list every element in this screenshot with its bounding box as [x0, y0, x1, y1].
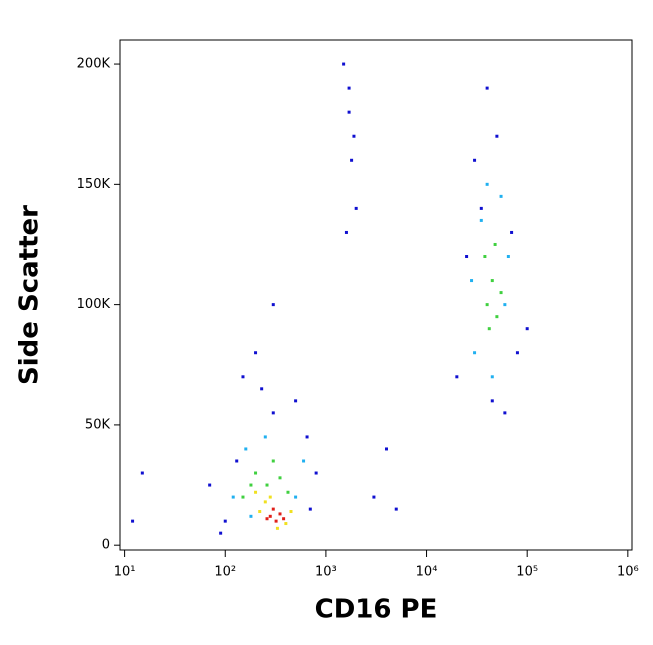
point [284, 522, 288, 526]
point [495, 134, 499, 138]
point [131, 519, 135, 523]
point [263, 500, 267, 504]
point [485, 182, 489, 186]
point [465, 255, 469, 259]
point [231, 495, 235, 499]
point [249, 514, 253, 518]
y-tick-label: 0 [102, 538, 110, 553]
point [479, 206, 483, 210]
point [289, 510, 293, 514]
point [271, 507, 275, 511]
y-tick-label: 100K [77, 297, 111, 312]
point [271, 303, 275, 307]
point [260, 387, 264, 391]
y-tick-label: 50K [85, 417, 111, 432]
point [493, 242, 497, 246]
point [302, 459, 306, 463]
point [510, 230, 514, 234]
point [470, 279, 474, 283]
x-tick-label: 10⁵ [516, 565, 538, 580]
point [258, 510, 262, 514]
x-tick-label: 10⁶ [617, 565, 639, 580]
point [244, 447, 248, 451]
point [282, 517, 286, 521]
point [352, 134, 356, 138]
point [294, 399, 298, 403]
point [490, 279, 494, 283]
x-tick-label: 10³ [315, 565, 337, 580]
point [347, 86, 351, 90]
point [308, 507, 312, 511]
point [342, 62, 346, 66]
point [241, 495, 245, 499]
point [268, 495, 272, 499]
point [219, 531, 223, 535]
point [140, 471, 144, 475]
point [455, 375, 459, 379]
point [286, 490, 290, 494]
point [525, 327, 529, 331]
point [350, 158, 354, 162]
point [499, 194, 503, 198]
point [249, 483, 253, 487]
x-tick-label: 10² [214, 565, 236, 580]
point [263, 435, 267, 439]
point [394, 507, 398, 511]
plot-frame [119, 39, 633, 551]
point [265, 483, 269, 487]
point [515, 351, 519, 355]
point [268, 514, 272, 518]
point [354, 206, 358, 210]
x-axis-title: CD16 PE [315, 595, 438, 625]
point [506, 255, 510, 259]
point [294, 495, 298, 499]
point [271, 459, 275, 463]
point [223, 519, 227, 523]
point [503, 411, 507, 415]
point [275, 526, 279, 530]
point [499, 291, 503, 295]
point [372, 495, 376, 499]
point [271, 411, 275, 415]
point [483, 255, 487, 259]
point [254, 490, 258, 494]
point [485, 86, 489, 90]
point [278, 512, 282, 516]
point [479, 218, 483, 222]
point [384, 447, 388, 451]
point [344, 230, 348, 234]
y-axis-title: Side Scatter [15, 205, 45, 385]
point [347, 110, 351, 114]
point [473, 351, 477, 355]
point [274, 519, 278, 523]
point [235, 459, 239, 463]
point [485, 303, 489, 307]
y-tick-label: 150K [77, 177, 111, 192]
point [208, 483, 212, 487]
point [495, 315, 499, 319]
point [487, 327, 491, 331]
x-tick-label: 10¹ [114, 565, 136, 580]
point [490, 399, 494, 403]
x-tick-label: 10⁴ [416, 565, 438, 580]
point [503, 303, 507, 307]
point [278, 476, 282, 480]
point [241, 375, 245, 379]
point [305, 435, 309, 439]
point [314, 471, 318, 475]
point [473, 158, 477, 162]
point [254, 471, 258, 475]
point [490, 375, 494, 379]
point [254, 351, 258, 355]
y-tick-label: 200K [77, 57, 111, 72]
point [265, 517, 269, 521]
